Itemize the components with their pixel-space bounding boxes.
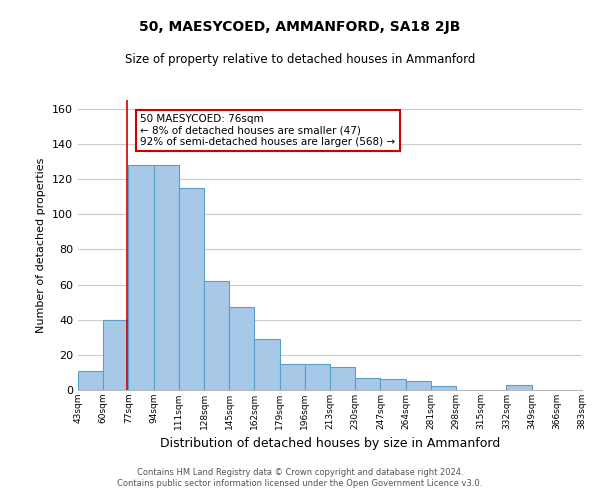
X-axis label: Distribution of detached houses by size in Ammanford: Distribution of detached houses by size …	[160, 438, 500, 450]
Text: 50 MAESYCOED: 76sqm
← 8% of detached houses are smaller (47)
92% of semi-detache: 50 MAESYCOED: 76sqm ← 8% of detached hou…	[140, 114, 395, 148]
Text: 50, MAESYCOED, AMMANFORD, SA18 2JB: 50, MAESYCOED, AMMANFORD, SA18 2JB	[139, 20, 461, 34]
Bar	[179, 188, 204, 390]
Bar	[305, 364, 330, 390]
Bar	[330, 367, 355, 390]
Text: Size of property relative to detached houses in Ammanford: Size of property relative to detached ho…	[125, 52, 475, 66]
Bar	[154, 165, 179, 390]
Y-axis label: Number of detached properties: Number of detached properties	[37, 158, 46, 332]
Bar	[204, 281, 229, 390]
Bar	[506, 384, 532, 390]
Bar	[355, 378, 380, 390]
Bar	[103, 320, 128, 390]
Bar	[280, 364, 305, 390]
Text: Contains HM Land Registry data © Crown copyright and database right 2024.
Contai: Contains HM Land Registry data © Crown c…	[118, 468, 482, 487]
Bar	[431, 386, 456, 390]
Bar	[229, 308, 254, 390]
Bar	[254, 339, 280, 390]
Bar	[406, 381, 431, 390]
Bar	[78, 370, 103, 390]
Bar	[380, 380, 406, 390]
Bar	[128, 165, 154, 390]
